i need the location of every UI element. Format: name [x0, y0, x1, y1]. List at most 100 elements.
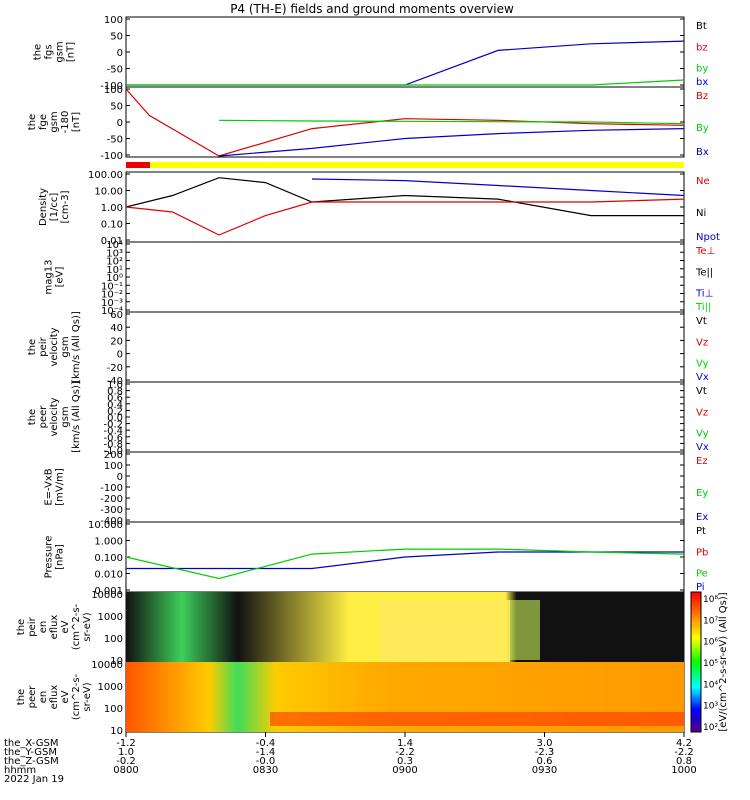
y-tick-label: 0: [117, 48, 123, 59]
y-axis-label: [1/cc]: [49, 193, 60, 222]
series-line-Pi: [126, 551, 684, 570]
y-tick-label: 10: [110, 726, 123, 737]
series-line-bx: [126, 40, 685, 86]
legend-entry: Pb: [696, 547, 708, 558]
y-tick-label: 10⁻³: [101, 298, 123, 309]
y-tick-label: 100: [104, 85, 123, 96]
colorbar-tick: 10⁴: [703, 680, 718, 690]
y-tick-label: 0.10: [101, 220, 123, 231]
y-axis-label: peer: [27, 685, 38, 709]
y-tick-label: 1.000: [94, 537, 123, 548]
y-tick-label: 100.00: [88, 170, 123, 181]
legend-entry: Vy: [696, 359, 709, 370]
legend-entry: Te||: [695, 267, 713, 278]
legend-entry: Ti||: [695, 302, 711, 313]
y-tick-label: 10⁻⁴: [101, 306, 123, 317]
x-tick-label: 0.8: [676, 756, 692, 767]
panel-frame: [125, 381, 685, 453]
y-tick-label: -20: [107, 363, 123, 374]
y-axis-label: [eV]: [55, 267, 66, 288]
y-tick-label: -0.8: [103, 439, 123, 450]
series-line-Bz: [125, 88, 685, 157]
series-line-Bx: [218, 128, 685, 157]
page-title: P4 (TH-E) fields and ground moments over…: [230, 2, 514, 16]
series-line-by: [126, 79, 685, 86]
y-axis-label: the: [27, 114, 38, 130]
legend-entry: Ni: [696, 208, 706, 219]
series-line-Ne: [125, 198, 685, 236]
legend-entry: Vz: [696, 407, 708, 418]
y-tick-label: 0.8: [107, 387, 123, 398]
y-axis-label: E=-VxB: [44, 468, 55, 505]
y-axis-label: fgs: [44, 44, 55, 59]
series-line-Npot: [311, 178, 685, 197]
y-axis-label: (cm^2-s-: [71, 603, 82, 650]
y-axis-label: velocity: [49, 397, 60, 436]
y-tick-label: 0.0: [107, 413, 123, 424]
legend-entry: Pi: [696, 582, 705, 593]
y-tick-label: 0: [117, 472, 123, 483]
y-axis-label: sr-eV): [82, 612, 93, 641]
y-tick-label: 0.01: [101, 236, 123, 247]
y-axis-label: sr-eV): [82, 682, 93, 711]
y-tick-label: -0.4: [103, 426, 123, 437]
y-axis-label: [mV/m]: [55, 468, 66, 506]
y-axis-label: [km/s (All Qs)]: [71, 311, 82, 383]
peir-spectrogram: [126, 592, 684, 662]
y-axis-label: en: [38, 691, 49, 704]
y-tick-label: 100: [104, 704, 123, 715]
y-axis-label: Density: [38, 188, 49, 226]
y-tick-label: 100: [104, 15, 123, 26]
legend-entry: Vt: [696, 386, 707, 397]
y-tick-label: 50: [110, 32, 123, 43]
y-tick-label: 0: [117, 350, 123, 361]
x-tick-label: 0900: [392, 765, 417, 776]
y-tick-label: 10⁻²: [101, 290, 123, 301]
y-tick-label: -100: [100, 151, 123, 162]
legend-entry: Vy: [696, 429, 709, 440]
x-tick-label: 0800: [113, 765, 138, 776]
y-axis-label: eV: [60, 690, 71, 703]
x-tick-label: 0.6: [537, 756, 553, 767]
peer-spectrogram: [126, 662, 684, 732]
legend-entry: bz: [696, 42, 708, 53]
x-tick-label: 3.0: [537, 738, 553, 749]
x-tick-label: -1.2: [116, 738, 136, 749]
y-axis-label: the: [27, 409, 38, 425]
legend-entry: Vx: [696, 442, 709, 453]
y-tick-label: 100: [104, 461, 123, 472]
legend-entry: Ez: [696, 456, 708, 467]
panel-frame: [125, 311, 685, 383]
y-tick-label: -200: [100, 494, 123, 505]
x-tick-label: 0830: [253, 765, 278, 776]
y-tick-label: 40: [110, 323, 123, 334]
colorbar-tick: 10⁷: [703, 616, 718, 626]
y-tick-label: 20: [110, 336, 123, 347]
x-axis-row-label: 2022 Jan 19: [4, 774, 64, 785]
y-tick-label: -100: [100, 81, 123, 92]
colorbar-tick: 10⁸: [703, 595, 718, 605]
panel-2: 100 50 0 -50 -100 the fge gsm -180 [nT] Bz By Bx: [27, 85, 709, 162]
y-tick-label: 10³: [106, 248, 123, 259]
legend-entry: by: [696, 64, 708, 75]
legend-entry: Te⊥: [695, 246, 715, 257]
y-tick-label: 10000: [91, 660, 123, 671]
y-axis-label: fge: [38, 114, 49, 130]
colorbar: 10⁸ 10⁷ 10⁶ 10⁵ 10⁴ 10³ 10² [eV/(cm^2-s-sr-eV)…: [690, 591, 729, 733]
x-tick-label: 1000: [671, 765, 696, 776]
y-axis-label: [cm-3]: [60, 190, 71, 223]
x-tick-label: 1.0: [118, 747, 134, 758]
y-tick-label: 1000: [98, 612, 123, 623]
y-tick-label: 0.001: [94, 586, 123, 597]
y-axis-label: [nT]: [71, 112, 82, 132]
y-tick-label: -300: [100, 505, 123, 516]
y-axis-label: peir: [27, 616, 38, 636]
y-axis-label: peir: [38, 336, 49, 356]
y-tick-label: 0.100: [94, 553, 123, 564]
y-tick-label: 10.00: [94, 187, 123, 198]
y-tick-label: 200: [104, 450, 123, 461]
y-axis-label: -180: [60, 111, 71, 134]
x-tick-label: -0.0: [256, 756, 276, 767]
